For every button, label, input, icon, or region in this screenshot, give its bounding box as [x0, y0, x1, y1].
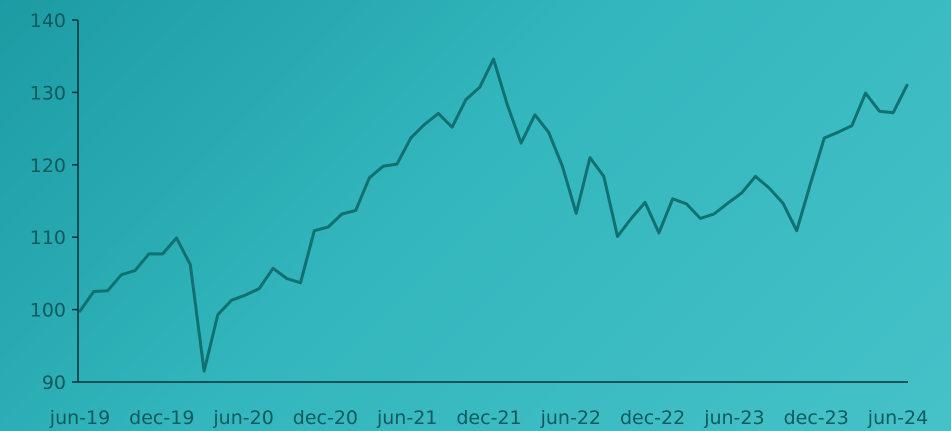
y-tick-label: 110 — [30, 227, 66, 249]
x-axis-ticks: jun-19 dec-19 jun-20 dec-20 jun-21 dec-21 jun-… — [49, 407, 928, 429]
x-tick-label: jun-21 — [376, 407, 437, 429]
series-line — [78, 57, 909, 373]
x-tick-label: jun-23 — [703, 407, 764, 429]
x-tick-label: dec-19 — [129, 407, 194, 429]
x-tick-label: jun-24 — [867, 407, 928, 429]
series-group — [78, 57, 909, 373]
y-axis-ticks: 90 100 110 120 130 140 — [30, 10, 78, 394]
y-tick-label: 90 — [42, 372, 66, 394]
x-tick-label: jun-20 — [212, 407, 273, 429]
x-tick-label: dec-23 — [784, 407, 849, 429]
x-tick-label: jun-19 — [49, 407, 110, 429]
y-tick-label: 120 — [30, 155, 66, 177]
x-tick-label: dec-20 — [293, 407, 358, 429]
y-tick-label: 100 — [30, 300, 66, 322]
x-tick-label: jun-22 — [540, 407, 601, 429]
x-tick-label: dec-21 — [456, 407, 521, 429]
y-tick-label: 130 — [30, 82, 66, 104]
x-tick-label: dec-22 — [620, 407, 685, 429]
y-tick-label: 140 — [30, 10, 66, 32]
